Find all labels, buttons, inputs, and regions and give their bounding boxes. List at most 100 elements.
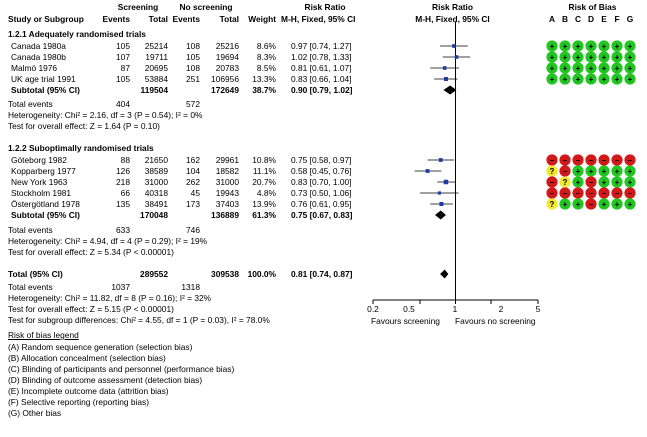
risk-ratio-ci: 0.97 [0.74, 1.27] — [291, 41, 352, 51]
high-risk-dot — [585, 187, 597, 199]
total-events-label: Total events — [8, 225, 53, 235]
events-screening: 88 — [120, 155, 130, 165]
events-no-screening: 262 — [186, 177, 200, 187]
total-events-no-screening: 572 — [186, 99, 200, 109]
bias-letter: D — [587, 14, 595, 24]
high-risk-dot — [598, 187, 610, 199]
bias-symbol: + — [602, 64, 607, 73]
high-risk-dot — [598, 154, 610, 166]
header-total-a: Total — [148, 14, 168, 24]
bias-symbol: – — [563, 167, 568, 176]
risk-ratio-ci: 1.02 [0.78, 1.33] — [291, 52, 352, 62]
heterogeneity-text: Heterogeneity: Chi² = 2.16, df = 3 (P = … — [8, 110, 203, 120]
study-name: Östergötland 1978 — [11, 199, 80, 209]
heterogeneity-text: Heterogeneity: Chi² = 4.94, df = 4 (P = … — [8, 236, 208, 246]
study-point-estimate — [438, 158, 443, 162]
header-events-b: Events — [172, 14, 200, 24]
total-no-screening: 29961 — [215, 155, 239, 165]
axis-tick-label: 2 — [498, 304, 504, 314]
low-risk-dot — [598, 165, 610, 177]
heterogeneity-text: Heterogeneity: Chi² = 11.82, df = 8 (P =… — [8, 293, 212, 303]
bias-letter: E — [601, 14, 607, 24]
events-screening: 135 — [116, 199, 130, 209]
header-risk-ratio-plot: Risk Ratio — [432, 2, 473, 12]
total-events-no-screening: 1318 — [181, 282, 200, 292]
study-name: Kopparberg 1977 — [11, 166, 76, 176]
high-risk-dot — [559, 154, 571, 166]
total-label: Total (95% CI) — [8, 269, 63, 279]
total-events-screening: 1037 — [111, 282, 130, 292]
subtotal-weight: 61.3% — [252, 210, 276, 220]
low-risk-dot — [624, 198, 636, 210]
total-screening: 38589 — [144, 166, 168, 176]
high-risk-dot — [546, 154, 558, 166]
low-risk-dot — [624, 62, 636, 74]
bias-letter: A — [548, 14, 556, 24]
subgroup-2-title: 1.2.2 Suboptimally randomised trials — [8, 143, 154, 153]
low-risk-dot — [546, 51, 558, 63]
events-screening: 107 — [116, 52, 130, 62]
overall-effect-text: Test for overall effect: Z = 1.64 (P = 0… — [8, 121, 160, 131]
high-risk-dot — [624, 154, 636, 166]
bias-symbol: ? — [550, 200, 555, 209]
bias-symbol: + — [615, 167, 620, 176]
bias-symbol: + — [602, 178, 607, 187]
low-risk-dot — [598, 51, 610, 63]
total-screening: 289552 — [140, 269, 168, 279]
header-method-plot: M-H, Fixed, 95% CI — [415, 14, 490, 24]
subtotal-no-screening: 172649 — [211, 85, 239, 95]
high-risk-dot — [611, 187, 623, 199]
total-no-screening: 106956 — [211, 74, 239, 84]
subtotal-screening: 119504 — [140, 85, 168, 95]
total-screening: 20695 — [144, 63, 168, 73]
bias-symbol: + — [563, 42, 568, 51]
bias-symbol: + — [615, 53, 620, 62]
legend-item: (C) Blinding of participants and personn… — [8, 364, 235, 374]
bias-symbol: + — [628, 75, 633, 84]
bias-symbol: + — [615, 64, 620, 73]
bias-symbol: ? — [550, 167, 555, 176]
low-risk-dot — [611, 51, 623, 63]
events-no-screening: 45 — [190, 188, 200, 198]
bias-symbol: + — [576, 167, 581, 176]
bias-symbol: – — [589, 189, 594, 198]
high-risk-dot — [559, 187, 571, 199]
study-point-estimate — [437, 191, 441, 195]
low-risk-dot — [624, 165, 636, 177]
bias-symbol: + — [602, 167, 607, 176]
bias-symbol: – — [550, 178, 555, 187]
total-screening: 21650 — [144, 155, 168, 165]
events-screening: 105 — [116, 41, 130, 51]
bias-symbol: + — [589, 75, 594, 84]
bias-symbol: – — [550, 156, 555, 165]
axis-tick-label: 5 — [535, 304, 541, 314]
overall-effect-text: Test for overall effect: Z = 5.34 (P < 0… — [8, 247, 174, 257]
high-risk-dot — [546, 176, 558, 188]
unclear-risk-dot — [546, 198, 558, 210]
bias-symbol: + — [628, 178, 633, 187]
weight: 11.1% — [252, 166, 276, 176]
legend-title: Risk of bias legend — [8, 330, 79, 340]
low-risk-dot — [559, 62, 571, 74]
axis-tick-label: 0.5 — [403, 304, 415, 314]
low-risk-dot — [585, 73, 597, 85]
bias-symbol: + — [550, 53, 555, 62]
bias-symbol: + — [576, 178, 581, 187]
bias-symbol: + — [563, 53, 568, 62]
study-point-estimate — [452, 44, 456, 48]
bias-symbol: + — [628, 167, 633, 176]
low-risk-dot — [598, 176, 610, 188]
study-name: UK age trial 1991 — [11, 74, 76, 84]
low-risk-dot — [598, 198, 610, 210]
low-risk-dot — [598, 40, 610, 52]
total-screening: 19711 — [145, 52, 168, 62]
weight: 20.7% — [252, 177, 276, 187]
header-method: M-H, Fixed, 95% CI — [281, 14, 356, 24]
study-point-estimate — [443, 76, 448, 82]
study-name: Stockholm 1981 — [11, 188, 72, 198]
study-name: Canada 1980b — [11, 52, 66, 62]
bias-symbol: – — [589, 200, 594, 209]
risk-ratio-ci: 0.83 [0.70, 1.00] — [291, 177, 352, 187]
high-risk-dot — [585, 154, 597, 166]
